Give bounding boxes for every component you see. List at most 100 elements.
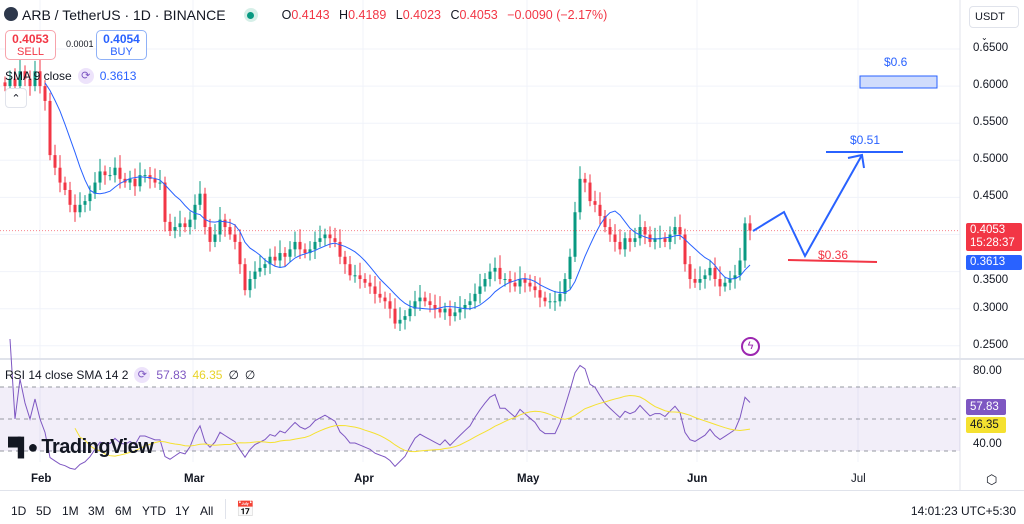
candle-body bbox=[73, 204, 77, 213]
target-label-0-6[interactable]: $0.6 bbox=[884, 55, 908, 69]
candle-body bbox=[148, 175, 152, 179]
candle-body bbox=[383, 297, 387, 302]
candle-body bbox=[28, 78, 32, 87]
candle-body bbox=[283, 253, 287, 257]
target-label-0-51[interactable]: $0.51 bbox=[850, 133, 881, 147]
candle-body bbox=[278, 253, 282, 261]
time-tick: Apr bbox=[354, 473, 374, 485]
candle-body bbox=[23, 71, 27, 79]
support-line-0-36 bbox=[787, 259, 878, 263]
candle-body bbox=[718, 279, 722, 287]
candle-body bbox=[153, 178, 157, 183]
settings-icon[interactable]: ⬡ bbox=[986, 472, 998, 487]
candle-body bbox=[58, 167, 62, 183]
range-5d[interactable]: 5D bbox=[36, 504, 52, 518]
candle-body bbox=[548, 301, 552, 303]
lightning-icon[interactable]: ϟ bbox=[741, 337, 760, 356]
time-tick: Mar bbox=[184, 473, 205, 485]
divider bbox=[225, 499, 226, 519]
market-open-icon bbox=[243, 8, 258, 22]
candle-body bbox=[388, 301, 392, 309]
range-ytd[interactable]: YTD bbox=[142, 504, 166, 518]
candle-body bbox=[628, 238, 632, 242]
price-tick: 0.2500 bbox=[973, 339, 1009, 351]
last-price-tag: 0.4053 15:28:37 bbox=[966, 223, 1022, 251]
rsi-sma-line bbox=[74, 395, 751, 457]
buy-button[interactable]: 0.4054 BUY bbox=[96, 30, 147, 60]
clock[interactable]: 14:01:23 UTC+5:30 bbox=[910, 504, 1016, 518]
price-tick: 0.6500 bbox=[973, 42, 1009, 54]
collapse-legend-button[interactable]: ⌃ bbox=[5, 88, 27, 108]
candle-body bbox=[603, 215, 607, 228]
candle-body bbox=[168, 221, 172, 231]
candle-body bbox=[83, 201, 87, 205]
time-tick: Feb bbox=[31, 473, 52, 485]
candle-body bbox=[348, 264, 352, 276]
candle-body bbox=[368, 282, 372, 287]
sell-button[interactable]: 0.4053 SELL bbox=[5, 30, 56, 60]
candle-body bbox=[8, 78, 12, 87]
candle-body bbox=[523, 279, 527, 283]
range-1y[interactable]: 1Y bbox=[175, 504, 190, 518]
candle-body bbox=[308, 249, 312, 254]
candle-body bbox=[263, 264, 267, 268]
candle-body bbox=[558, 293, 562, 302]
candle-body bbox=[18, 71, 22, 87]
refresh-icon[interactable]: ⟳ bbox=[77, 68, 94, 84]
sma-price-tag: 0.3613 bbox=[966, 255, 1022, 270]
candle-body bbox=[63, 182, 67, 190]
candle-body bbox=[223, 219, 227, 228]
candle-body bbox=[403, 316, 407, 320]
candle-body bbox=[463, 304, 467, 309]
time-tick: Jun bbox=[687, 473, 708, 485]
rsi-legend[interactable]: RSI 14 close SMA 14 2 ⟳ 57.83 46.35 ∅ ∅ bbox=[5, 367, 256, 383]
time-tick: Jul bbox=[851, 473, 866, 485]
range-3m[interactable]: 3M bbox=[88, 504, 105, 518]
candle-body bbox=[478, 286, 482, 294]
candle-body bbox=[158, 182, 162, 184]
rsi-tick: 40.00 bbox=[973, 438, 1002, 450]
range-6m[interactable]: 6M bbox=[115, 504, 132, 518]
candle-body bbox=[313, 241, 317, 250]
candle-body bbox=[408, 308, 412, 317]
currency-select[interactable]: USDT ⌄ bbox=[969, 6, 1019, 42]
refresh-icon[interactable]: ⟳ bbox=[134, 367, 151, 383]
candle-body bbox=[88, 193, 92, 202]
candle-body bbox=[338, 241, 342, 257]
rsi-line bbox=[9, 338, 751, 470]
candle-body bbox=[143, 175, 147, 177]
projection-path bbox=[752, 154, 863, 259]
candle-body bbox=[483, 279, 487, 287]
candle-body bbox=[128, 178, 132, 183]
candle-body bbox=[93, 182, 97, 194]
arrow-head bbox=[847, 153, 865, 169]
range-1m[interactable]: 1M bbox=[62, 504, 79, 518]
candle-body bbox=[413, 301, 417, 309]
candle-body bbox=[698, 279, 702, 283]
candle-body bbox=[708, 267, 712, 276]
range-all[interactable]: All bbox=[200, 504, 214, 518]
candle-body bbox=[433, 304, 437, 309]
candle-body bbox=[733, 275, 737, 280]
candle-body bbox=[268, 256, 272, 265]
symbol-title[interactable]: ARB / TetherUS · 1D · BINANCE bbox=[22, 7, 226, 23]
goto-date-icon[interactable]: 📅 bbox=[236, 501, 255, 518]
candle-body bbox=[103, 171, 107, 176]
candle-body bbox=[493, 267, 497, 272]
rsi-tag: 57.83 bbox=[966, 399, 1006, 415]
candle-body bbox=[688, 264, 692, 280]
candle-body bbox=[53, 155, 57, 168]
time-tick: May bbox=[517, 473, 540, 485]
candle-body bbox=[678, 227, 682, 235]
support-label-0-36[interactable]: $0.36 bbox=[818, 248, 849, 262]
sma-legend[interactable]: SMA 9 close ⟳ 0.3613 bbox=[5, 68, 137, 84]
candle-body bbox=[458, 308, 462, 313]
range-1d[interactable]: 1D bbox=[11, 504, 27, 518]
candle-body bbox=[473, 293, 477, 302]
candle-body bbox=[418, 297, 422, 302]
tradingview-watermark: ▀▌● TradingView bbox=[8, 436, 154, 458]
candle-body bbox=[328, 234, 332, 239]
spread: 0.0001 bbox=[66, 39, 94, 49]
candle-body bbox=[543, 297, 547, 302]
